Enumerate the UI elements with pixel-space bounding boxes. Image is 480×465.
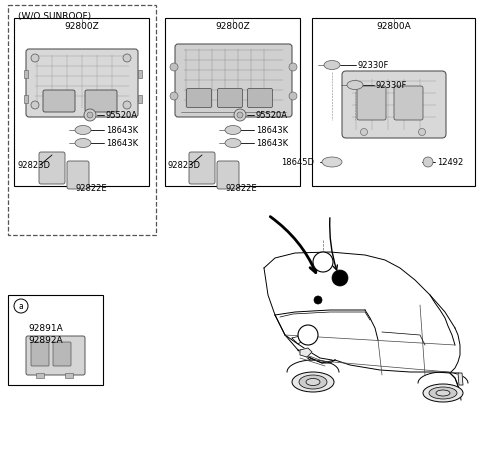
Text: 18643K: 18643K xyxy=(256,139,288,147)
Circle shape xyxy=(14,299,28,313)
Text: 92823D: 92823D xyxy=(168,160,201,170)
Text: a: a xyxy=(19,301,24,311)
Circle shape xyxy=(313,252,333,272)
Text: (W/O SUNROOF): (W/O SUNROOF) xyxy=(18,12,91,21)
Polygon shape xyxy=(458,373,463,385)
Bar xyxy=(14,18,149,186)
Bar xyxy=(138,70,142,78)
Text: 92823D: 92823D xyxy=(18,160,51,170)
Ellipse shape xyxy=(347,80,363,89)
FancyBboxPatch shape xyxy=(357,86,386,120)
Ellipse shape xyxy=(299,375,327,389)
FancyBboxPatch shape xyxy=(53,342,71,366)
Text: a: a xyxy=(321,258,325,266)
FancyBboxPatch shape xyxy=(31,342,49,366)
Ellipse shape xyxy=(306,379,320,385)
Text: 18643K: 18643K xyxy=(106,126,138,134)
FancyBboxPatch shape xyxy=(189,152,215,184)
FancyBboxPatch shape xyxy=(217,161,239,189)
Bar xyxy=(8,295,103,385)
Circle shape xyxy=(31,101,39,109)
Text: 92800A: 92800A xyxy=(377,22,411,31)
Text: 92800Z: 92800Z xyxy=(65,22,99,31)
Ellipse shape xyxy=(436,390,450,396)
Circle shape xyxy=(360,128,368,135)
Ellipse shape xyxy=(225,126,241,134)
FancyBboxPatch shape xyxy=(394,86,423,120)
FancyBboxPatch shape xyxy=(85,90,117,112)
Text: 95520A: 95520A xyxy=(106,111,138,120)
FancyBboxPatch shape xyxy=(175,44,292,117)
Ellipse shape xyxy=(75,126,91,134)
Circle shape xyxy=(31,54,39,62)
Ellipse shape xyxy=(324,60,340,69)
Text: a: a xyxy=(18,301,24,311)
Circle shape xyxy=(332,270,348,286)
Circle shape xyxy=(84,109,96,121)
Circle shape xyxy=(423,157,433,167)
FancyBboxPatch shape xyxy=(39,152,65,184)
Bar xyxy=(138,95,142,103)
Circle shape xyxy=(123,54,131,62)
FancyBboxPatch shape xyxy=(26,49,138,117)
FancyBboxPatch shape xyxy=(342,71,446,138)
Circle shape xyxy=(298,325,318,345)
FancyBboxPatch shape xyxy=(187,88,212,107)
Ellipse shape xyxy=(423,384,463,402)
Text: 92892A: 92892A xyxy=(28,336,62,345)
Circle shape xyxy=(289,92,297,100)
Text: 95520A: 95520A xyxy=(256,111,288,120)
Text: 92330F: 92330F xyxy=(358,60,389,69)
Circle shape xyxy=(419,128,425,135)
Text: 18645D: 18645D xyxy=(281,158,314,166)
Circle shape xyxy=(234,109,246,121)
Circle shape xyxy=(170,63,178,71)
Circle shape xyxy=(237,112,243,118)
Bar xyxy=(24,95,28,103)
Text: 18643K: 18643K xyxy=(106,139,138,147)
Bar xyxy=(24,70,28,78)
Ellipse shape xyxy=(75,139,91,147)
Bar xyxy=(65,373,73,378)
FancyBboxPatch shape xyxy=(217,88,242,107)
Bar xyxy=(165,18,300,186)
FancyBboxPatch shape xyxy=(26,336,85,375)
Circle shape xyxy=(123,101,131,109)
Text: 92822E: 92822E xyxy=(75,184,107,193)
Bar xyxy=(8,5,156,235)
Bar xyxy=(312,18,475,186)
Circle shape xyxy=(87,112,93,118)
FancyBboxPatch shape xyxy=(248,88,273,107)
Circle shape xyxy=(314,296,322,304)
FancyBboxPatch shape xyxy=(67,161,89,189)
Text: 18643K: 18643K xyxy=(256,126,288,134)
Ellipse shape xyxy=(225,139,241,147)
Polygon shape xyxy=(300,348,312,357)
Text: a: a xyxy=(305,331,311,339)
Text: 92800Z: 92800Z xyxy=(216,22,251,31)
Circle shape xyxy=(289,63,297,71)
Bar xyxy=(36,373,44,378)
Text: 92822E: 92822E xyxy=(225,184,257,193)
Circle shape xyxy=(170,92,178,100)
FancyBboxPatch shape xyxy=(43,90,75,112)
Ellipse shape xyxy=(292,372,334,392)
Text: 92891A: 92891A xyxy=(28,324,63,332)
Text: 92330F: 92330F xyxy=(376,80,408,89)
Text: 12492: 12492 xyxy=(437,158,463,166)
Ellipse shape xyxy=(429,387,457,399)
Ellipse shape xyxy=(322,157,342,167)
